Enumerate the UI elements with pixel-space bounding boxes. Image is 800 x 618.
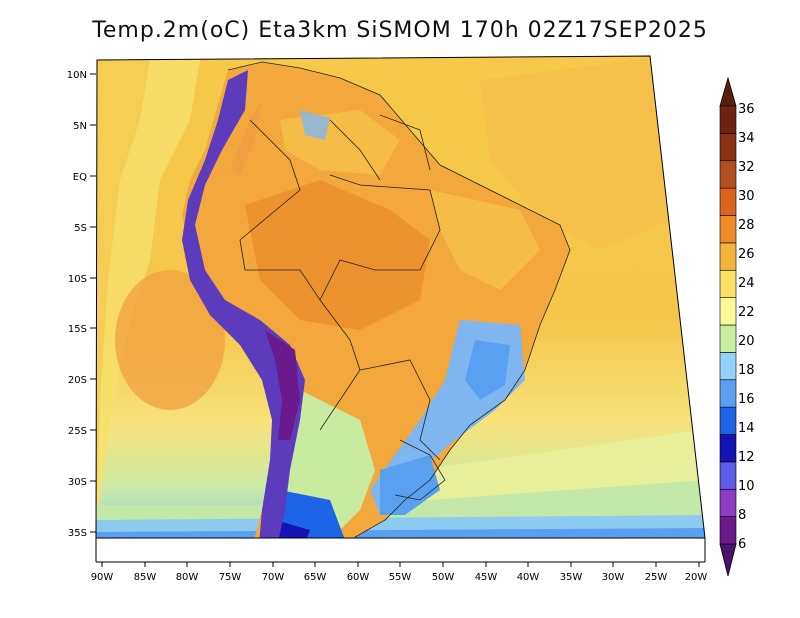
lon-label: 85W: [134, 572, 157, 583]
colorbar-swatch: [719, 488, 737, 517]
colorbar-bottom-arrow: [719, 543, 737, 577]
colorbar-label: 20: [738, 334, 755, 349]
lon-label: 45W: [475, 572, 498, 583]
lat-label: 15S: [68, 324, 87, 335]
lon-label: 35W: [560, 572, 583, 583]
colorbar-swatch: [719, 516, 737, 545]
colorbar-swatch: [719, 133, 737, 162]
colorbar-swatch: [719, 379, 737, 408]
colorbar-swatch: [719, 269, 737, 298]
colorbar-swatch: [719, 242, 737, 271]
colorbar-label: 26: [738, 247, 755, 262]
colorbar-label: 36: [738, 102, 755, 117]
lon-label: 80W: [176, 572, 199, 583]
colorbar-label: 30: [738, 189, 755, 204]
lat-label: 25S: [68, 426, 87, 437]
lat-label: 10N: [67, 70, 87, 81]
colorbar-label: 24: [738, 276, 755, 291]
lon-label: 90W: [91, 572, 114, 583]
colorbar-swatch: [719, 187, 737, 216]
colorbar: 6 8 10 12 14 16 18 20 22 24 26 28 30 32 …: [719, 76, 755, 577]
colorbar-label: 22: [738, 305, 755, 320]
colorbar-label: 28: [738, 218, 755, 233]
lon-label: 25W: [645, 572, 668, 583]
lon-label: 50W: [432, 572, 455, 583]
colorbar-swatch: [719, 461, 737, 490]
lat-label: 5N: [73, 121, 87, 132]
lon-label: 60W: [347, 572, 370, 583]
colorbar-swatch: [719, 434, 737, 463]
colorbar-label: 18: [738, 363, 755, 378]
lon-label: 20W: [685, 572, 708, 583]
colorbar-label: 16: [738, 392, 755, 407]
latitude-axis: 10N 5N EQ 5S 10S 15S 20S 25S 30S 35S: [67, 70, 96, 539]
colorbar-label: 32: [738, 160, 755, 175]
country-borders: [227, 61, 571, 538]
longitude-axis: 90W 85W 80W 75W 70W 65W 60W 55W 50W 45W …: [91, 538, 708, 583]
colorbar-label: 10: [738, 479, 755, 494]
colorbar-label: 6: [738, 537, 746, 552]
lat-label: 5S: [74, 223, 87, 234]
lon-label: 75W: [219, 572, 242, 583]
colorbar-swatch: [719, 297, 737, 326]
colorbar-swatch: [719, 215, 737, 244]
lat-label: 10S: [68, 274, 87, 285]
temperature-field: [96, 56, 705, 538]
lon-label: 40W: [517, 572, 540, 583]
lat-label: EQ: [73, 172, 87, 183]
colorbar-swatch: [719, 352, 737, 381]
lat-label: 35S: [68, 528, 87, 539]
colorbar-top-arrow: [719, 76, 737, 107]
lat-label: 30S: [68, 477, 87, 488]
colorbar-swatch: [719, 406, 737, 435]
colorbar-swatch: [719, 160, 737, 189]
lon-label: 30W: [602, 572, 625, 583]
colorbar-label: 12: [738, 450, 755, 465]
colorbar-label: 14: [738, 421, 755, 436]
colorbar-swatch: [719, 105, 737, 134]
lon-label: 70W: [262, 572, 285, 583]
colorbar-label: 8: [738, 508, 746, 523]
andes-cordillera: [182, 70, 305, 538]
colorbar-swatch: [719, 324, 737, 353]
lon-label: 55W: [389, 572, 412, 583]
lon-label: 65W: [304, 572, 327, 583]
map-title: Temp.2m(oC) Eta3km SiSMOM 170h 02Z17SEP2…: [92, 18, 708, 43]
lat-label: 20S: [68, 375, 87, 386]
colorbar-label: 34: [738, 131, 755, 146]
